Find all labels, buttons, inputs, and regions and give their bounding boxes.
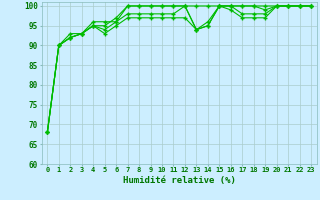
X-axis label: Humidité relative (%): Humidité relative (%): [123, 176, 236, 185]
